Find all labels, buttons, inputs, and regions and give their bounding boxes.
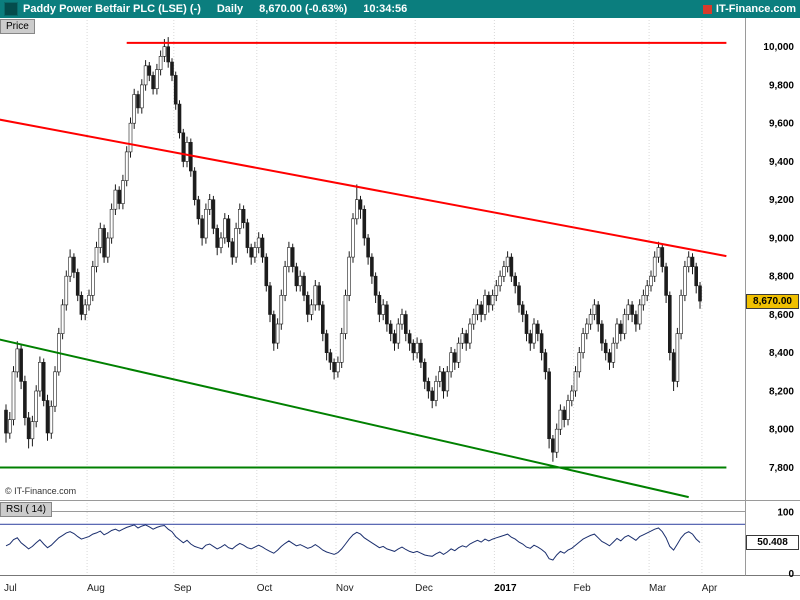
svg-text:9,800: 9,800 [769,80,794,91]
timeframe-label: Daily [216,3,244,15]
price-panel-tab[interactable]: Price [0,19,35,34]
title-bar: Paddy Power Betfair PLC (LSE) (-) Daily … [0,0,800,18]
instrument-title: Paddy Power Betfair PLC (LSE) (-) [23,3,201,15]
last-price-axis-badge: 8,670.00 [746,294,799,309]
svg-text:9,200: 9,200 [769,195,794,206]
svg-text:8,800: 8,800 [769,272,794,283]
time-axis-labels: Jul Aug Sep Oct Nov Dec 2017 Feb Mar Apr [4,583,718,594]
price-axis-labels: 10,000 9,800 9,600 9,400 9,200 9,000 8,800 8,60… [763,42,794,474]
svg-text:9,600: 9,600 [769,119,794,130]
rsi-axis-labels: 100 0 [777,508,794,581]
svg-text:0: 0 [788,569,794,580]
svg-text:Nov: Nov [336,583,354,594]
month-gridlines [86,20,703,575]
quote-time: 10:34:56 [363,3,408,15]
copyright-watermark: © IT-Finance.com [5,486,77,496]
svg-text:7,800: 7,800 [769,463,794,474]
svg-text:9,000: 9,000 [769,234,794,245]
svg-text:100: 100 [777,508,794,519]
rsi-panel-tab[interactable]: RSI ( 14) [0,502,53,517]
last-quote: 8,670.00 (-0.63%) [259,3,348,15]
svg-text:Sep: Sep [174,583,192,594]
app-icon [4,2,18,16]
svg-text:Jul: Jul [4,583,17,594]
svg-text:Oct: Oct [257,583,273,594]
svg-text:9,400: 9,400 [769,157,794,168]
brand-label: IT-Finance.com [715,3,796,15]
trendlines [0,41,727,499]
trendline-descending-support [0,338,689,499]
trendline-descending-resistance [0,118,727,258]
svg-text:Aug: Aug [87,583,105,594]
svg-text:8,600: 8,600 [769,310,794,321]
svg-text:2017: 2017 [494,583,517,594]
svg-text:8,000: 8,000 [769,425,794,436]
svg-text:Apr: Apr [702,583,718,594]
svg-text:Dec: Dec [415,583,433,594]
svg-text:8,200: 8,200 [769,387,794,398]
svg-text:Feb: Feb [574,583,592,594]
svg-text:10,000: 10,000 [763,42,794,53]
svg-text:8,400: 8,400 [769,348,794,359]
candlestick-series [4,37,702,462]
it-finance-logo-icon [702,4,712,14]
rsi-line [5,524,701,561]
svg-text:Mar: Mar [649,583,667,594]
rsi-value-axis-badge: 50.408 [746,535,799,550]
